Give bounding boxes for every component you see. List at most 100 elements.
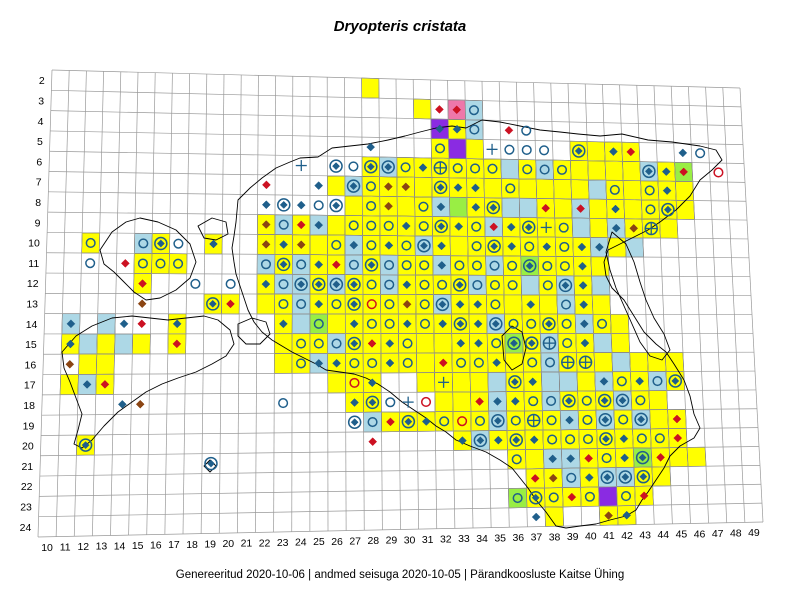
diamond-marker (453, 183, 463, 192)
grid-cell (362, 293, 382, 315)
diamond-icon (662, 186, 672, 195)
grid-line (164, 73, 173, 535)
circle-icon (507, 260, 518, 271)
grid-cell (553, 198, 573, 219)
diamond-marker (65, 359, 75, 369)
footer-separator: | (308, 569, 312, 581)
diamond-icon (473, 319, 483, 329)
circle-marker (507, 260, 518, 271)
diamond-icon (402, 319, 412, 329)
diamond-icon (584, 453, 594, 463)
diamond-icon (512, 436, 521, 444)
diamond-marker (620, 453, 629, 463)
circle-marker (331, 239, 342, 251)
grid-cell (598, 486, 618, 507)
diamond-marker (209, 239, 218, 249)
circle-marker (635, 395, 646, 406)
diamond-icon (618, 396, 627, 405)
circle-icon (471, 221, 482, 232)
circle-marker (566, 472, 577, 483)
diamond-icon (172, 339, 182, 349)
grid-cell (448, 157, 467, 179)
circle-icon (367, 358, 378, 369)
circle-diamond-marker (78, 438, 93, 452)
diamond-icon (578, 261, 587, 271)
circle-marker (472, 279, 483, 291)
circle-icon (470, 163, 481, 174)
circle-icon (527, 357, 538, 368)
circle-icon (295, 358, 307, 369)
footer-data-state: andmed seisuga 2020-10-05 (314, 569, 461, 581)
grid-cell (485, 274, 505, 296)
markers-layer (65, 105, 724, 522)
diamond-marker (529, 435, 539, 445)
diamond-icon (471, 202, 481, 212)
circle-icon (419, 299, 430, 310)
grid-line (481, 81, 492, 528)
circle-marker (489, 280, 501, 291)
grid-cell (587, 160, 607, 181)
circle-marker (85, 258, 96, 269)
grid-cell (570, 160, 589, 181)
row-label: 12 (27, 278, 39, 290)
circle-marker (385, 397, 396, 408)
circle-diamond-marker (522, 259, 537, 273)
circle-marker (225, 278, 236, 290)
grid-cell (558, 371, 578, 392)
grid-cell (464, 99, 484, 121)
diamond-icon (296, 220, 306, 230)
circle-icon (510, 415, 521, 426)
circle-marker (384, 299, 395, 310)
diamond-icon (418, 163, 428, 172)
diamond-marker (489, 222, 499, 232)
circle-marker (402, 338, 413, 349)
grid-cell (507, 449, 527, 470)
circle-diamond-marker (558, 278, 573, 293)
circle-icon (542, 280, 553, 291)
circle-marker (439, 416, 450, 427)
circle-icon (137, 258, 148, 269)
grid-cell (544, 487, 564, 508)
column-label: 45 (676, 529, 688, 541)
column-label: 46 (694, 528, 706, 540)
diamond-icon (476, 436, 485, 445)
grid-cell (686, 446, 707, 467)
diamond-marker (639, 491, 649, 501)
grid-cell (500, 158, 520, 180)
diamond-marker (548, 473, 558, 483)
grid-line (92, 71, 104, 536)
grid-cell (623, 199, 643, 220)
circle-icon (661, 202, 675, 217)
circle-icon (155, 258, 166, 269)
grid-line (48, 171, 746, 183)
row-label: 4 (38, 116, 44, 128)
diamond-icon (261, 200, 271, 210)
circle-icon (509, 433, 524, 447)
column-label: 20 (222, 538, 234, 550)
grid-cell (522, 352, 542, 373)
grid-line (48, 191, 747, 202)
grid-line (602, 84, 619, 526)
grid-line (567, 83, 583, 526)
grid-line (45, 272, 751, 278)
circle-icon (642, 164, 656, 179)
circle-marker (401, 240, 412, 251)
grid-cell (519, 236, 539, 257)
circle-icon (668, 374, 683, 388)
grid-cell (448, 138, 467, 159)
circle-marker (313, 200, 324, 211)
circle-icon (521, 144, 532, 156)
circle-icon (468, 105, 480, 116)
diamond-icon (314, 280, 323, 289)
grid-cell (414, 215, 433, 237)
row-label: 17 (24, 380, 36, 392)
grid-cell (449, 196, 468, 218)
circle-marker (618, 414, 629, 425)
diamond-icon (226, 299, 235, 309)
diamond-icon (137, 299, 147, 309)
diamond-marker (493, 435, 503, 445)
diamond-icon (531, 512, 541, 522)
grid-cell (648, 390, 668, 411)
circle-diamond-marker (508, 375, 522, 389)
grid-cell (413, 98, 432, 120)
